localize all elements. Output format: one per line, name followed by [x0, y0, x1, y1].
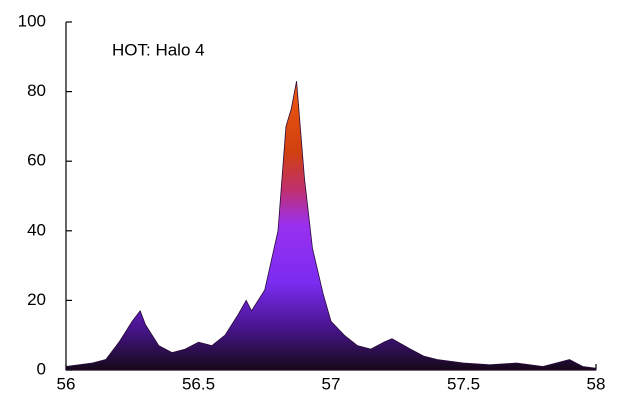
x-tick-label: 56	[57, 374, 76, 393]
x-tick-label: 57	[322, 374, 341, 393]
y-tick-label: 20	[27, 290, 46, 309]
y-tick-label: 60	[27, 151, 46, 170]
y-tick-label: 0	[37, 359, 46, 378]
x-tick-label: 56.5	[182, 374, 215, 393]
y-tick-label: 80	[27, 81, 46, 100]
y-tick-label: 40	[27, 220, 46, 239]
area	[65, 81, 597, 371]
x-tick-label: 58	[587, 374, 606, 393]
annotation: HOT: Halo 4	[112, 40, 205, 59]
y-tick-label: 100	[18, 11, 46, 30]
x-tick-label: 57.5	[447, 374, 480, 393]
